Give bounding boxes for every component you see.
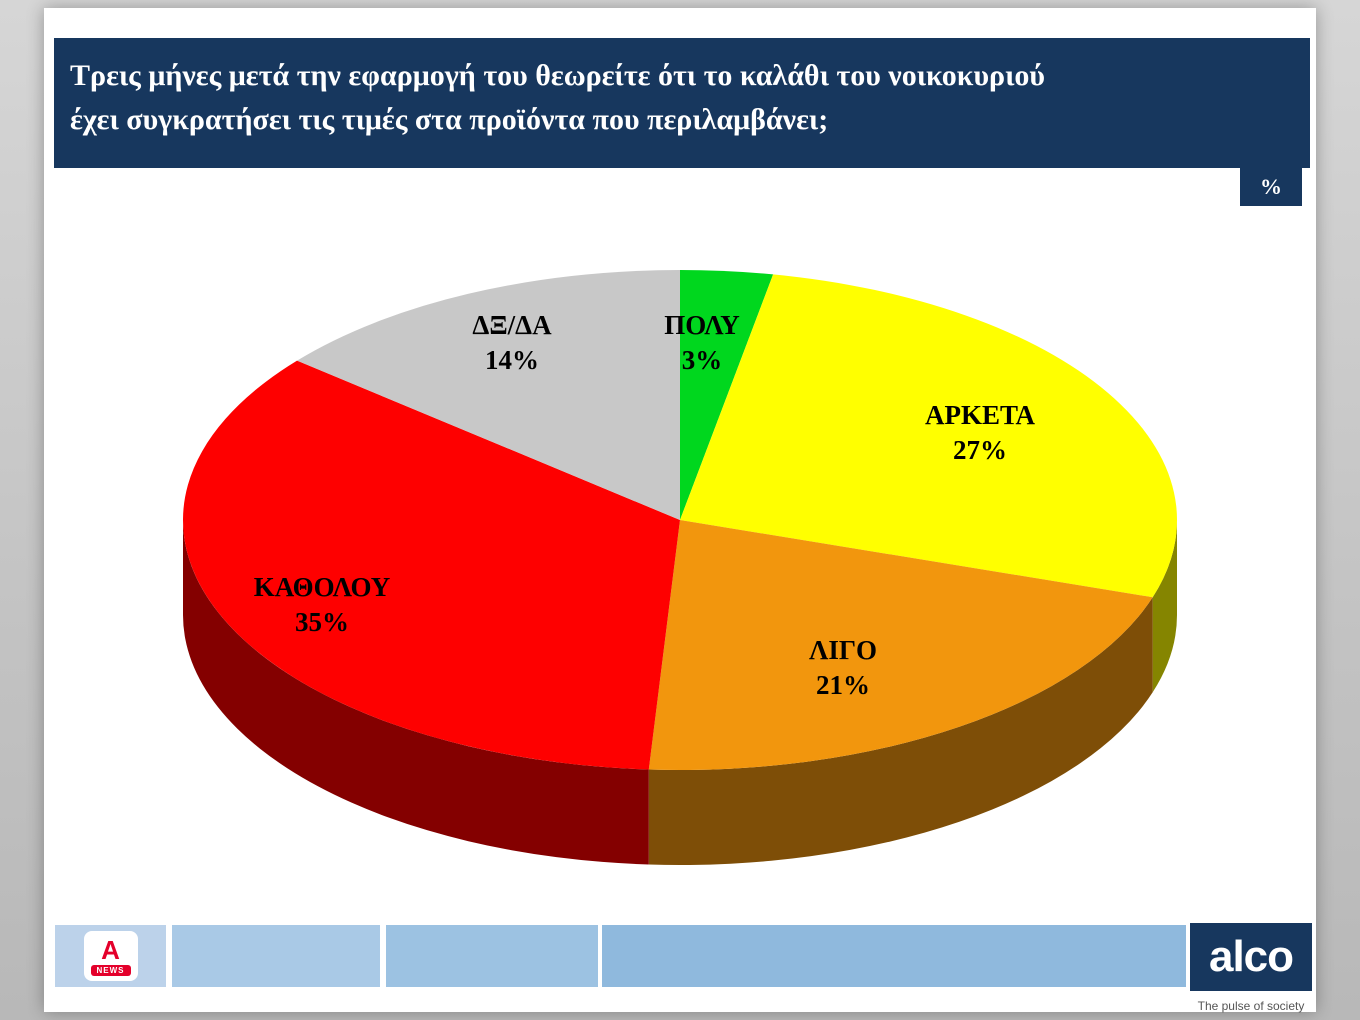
question-header: Τρεις μήνες μετά την εφαρμογή του θεωρεί… [54, 38, 1310, 168]
alpha-logo-letter: A [101, 934, 120, 965]
question-line-2: έχει συγκρατήσει τις τιμές στα προϊόντα … [70, 102, 829, 136]
percent-badge: % [1240, 168, 1302, 206]
alpha-news-logo: A NEWS [83, 931, 138, 981]
alco-logo: alco [1190, 923, 1312, 991]
footer-bar-segment [602, 925, 1186, 987]
question-line-1: Τρεις μήνες μετά την εφαρμογή του θεωρεί… [70, 59, 1045, 92]
pie-slice-label: ΑΡΚΕΤΑ 27% [925, 400, 1035, 466]
footer-bar-segment-alpha: A NEWS [55, 925, 166, 987]
alco-wordmark: alco [1208, 932, 1294, 981]
pie-slice-label: ΔΞ/ΔΑ 14% [472, 310, 552, 376]
alpha-logo-news-label: NEWS [90, 964, 131, 976]
alco-tagline: The pulse of society [1197, 999, 1305, 1013]
footer-bar-segment [386, 925, 598, 987]
pie-slice-label: ΚΑΘΟΛΟΥ 35% [253, 572, 391, 638]
pie-slice-label: ΠΟΛΥ 3% [664, 310, 740, 376]
footer-bar-segment [172, 925, 380, 987]
pie-slice-label: ΛΙΓΟ 21% [808, 635, 878, 701]
slide-card: Τρεις μήνες μετά την εφαρμογή του θεωρεί… [44, 8, 1316, 1013]
